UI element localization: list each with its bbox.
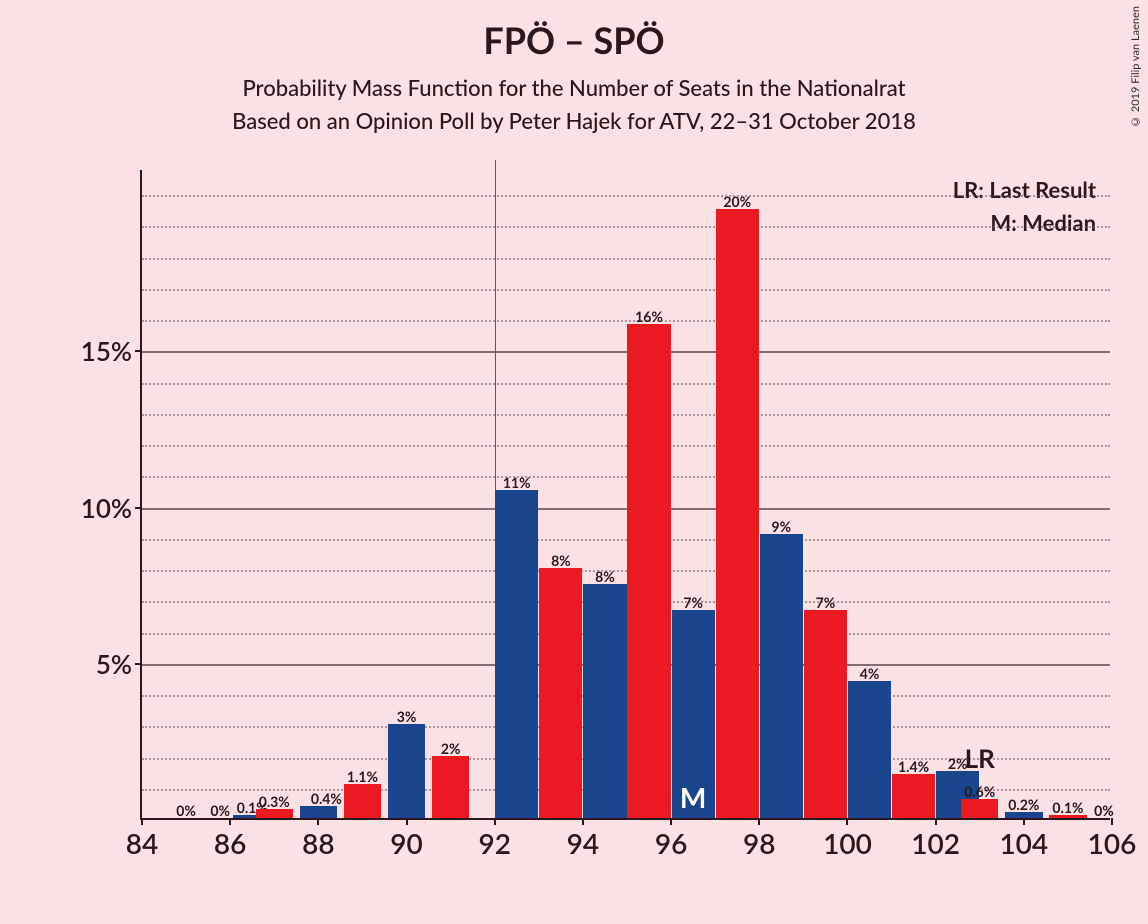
bar-value-label: 0.2% [1008, 796, 1039, 813]
x-axis-tick-mark [1023, 818, 1025, 825]
chart-container: LR: Last Result M: Median 5% 10% 15% 0% 0% 0.… [80, 170, 1110, 870]
x-axis-tick-label: 104 [999, 826, 1048, 860]
median-marker: M [680, 780, 706, 814]
gridline-minor [142, 226, 1110, 228]
copyright-text: © 2019 Filip van Laenen [1129, 6, 1142, 128]
gridline-minor [142, 195, 1110, 197]
x-axis-tick-mark [846, 818, 848, 825]
bar-red [892, 774, 935, 818]
bar-value-label: 0.6% [964, 783, 995, 800]
last-result-marker: LR [965, 742, 995, 774]
chart-subtitle-2: Based on an Opinion Poll by Peter Hajek … [0, 107, 1148, 134]
bar-blue [760, 534, 803, 818]
gridline-minor [142, 289, 1110, 291]
y-axis-tick-mark [135, 507, 142, 509]
x-axis-tick-label: 84 [126, 826, 158, 860]
legend-m: M: Median [953, 209, 1096, 236]
bar-value-label: 0.1% [1052, 799, 1083, 816]
x-axis-tick-mark [406, 818, 408, 825]
y-axis-tick-label: 15% [77, 335, 132, 367]
gridline-major [142, 508, 1110, 510]
y-axis-tick-label: 5% [77, 648, 132, 680]
bar-value-label: 2% [441, 740, 461, 757]
x-axis-tick-label: 86 [214, 826, 246, 860]
bar-value-label: 4% [860, 665, 880, 682]
bar-value-label: 16% [635, 308, 663, 325]
x-axis-tick-mark [935, 818, 937, 825]
x-axis-tick-label: 96 [655, 826, 687, 860]
bar-red [539, 568, 582, 818]
x-axis-tick-mark [582, 818, 584, 825]
bar-value-label: 7% [816, 594, 836, 611]
gridline-minor [142, 414, 1110, 416]
x-axis-tick-label: 94 [567, 826, 599, 860]
gridline-minor [142, 258, 1110, 260]
bar-value-label: 1.1% [347, 768, 378, 785]
x-axis-tick-label: 100 [823, 826, 872, 860]
x-axis-tick-label: 106 [1088, 826, 1137, 860]
x-axis-tick-label: 98 [743, 826, 775, 860]
x-axis-tick-mark [1111, 818, 1113, 825]
bar-value-label: 8% [595, 568, 615, 585]
legend: LR: Last Result M: Median [953, 176, 1096, 242]
y-axis-tick-mark [135, 663, 142, 665]
bar-red [256, 809, 293, 818]
bar-value-label: 8% [551, 552, 571, 569]
bar-blue [583, 584, 626, 818]
x-axis-tick-label: 88 [302, 826, 334, 860]
bar-value-label: 1.4% [898, 758, 929, 775]
bar-blue [848, 681, 891, 819]
bar-blue [388, 724, 425, 818]
bar-value-label: 0.3% [259, 793, 290, 810]
bar-value-label: 0% [210, 802, 230, 819]
bar-red [961, 799, 998, 818]
bar-blue [495, 490, 538, 818]
gridline-minor [142, 383, 1110, 385]
x-axis-tick-label: 102 [911, 826, 960, 860]
bar-red [627, 324, 670, 818]
x-axis-tick-mark [670, 818, 672, 825]
bar-red [344, 784, 381, 818]
gridline-minor [142, 476, 1110, 478]
bar-value-label: 20% [723, 193, 751, 210]
bar-red [804, 610, 847, 818]
gridline-major [142, 351, 1110, 353]
bar-value-label: 9% [772, 518, 792, 535]
x-axis-tick-mark [758, 818, 760, 825]
y-axis-tick-label: 10% [77, 492, 132, 524]
gridline-minor [142, 445, 1110, 447]
title-block: FPÖ – SPÖ Probability Mass Function for … [0, 0, 1148, 134]
chart-subtitle-1: Probability Mass Function for the Number… [0, 74, 1148, 101]
plot-area: LR: Last Result M: Median 5%10%15%0%0%0.… [140, 170, 1110, 820]
bar-value-label: 7% [683, 594, 703, 611]
legend-lr: LR: Last Result [953, 176, 1096, 203]
gridline-minor [142, 539, 1110, 541]
x-axis-tick-mark [317, 818, 319, 825]
bar-value-label: 11% [503, 474, 531, 491]
bar-value-label: 0% [176, 802, 196, 819]
gridline-minor [142, 570, 1110, 572]
x-axis-tick-label: 92 [478, 826, 510, 860]
bar-red [716, 209, 759, 818]
bar-blue [300, 806, 337, 819]
x-axis-tick-mark [141, 818, 143, 825]
bar-value-label: 0.4% [311, 790, 342, 807]
bar-value-label: 3% [397, 708, 417, 725]
bar-value-label: 0% [1094, 802, 1114, 819]
x-axis-tick-label: 90 [390, 826, 422, 860]
chart-title: FPÖ – SPÖ [0, 18, 1148, 62]
gridline-minor [142, 320, 1110, 322]
x-axis-tick-mark [494, 818, 496, 825]
x-axis-tick-mark [229, 818, 231, 825]
bar-red [432, 756, 469, 819]
y-axis-tick-mark [135, 350, 142, 352]
